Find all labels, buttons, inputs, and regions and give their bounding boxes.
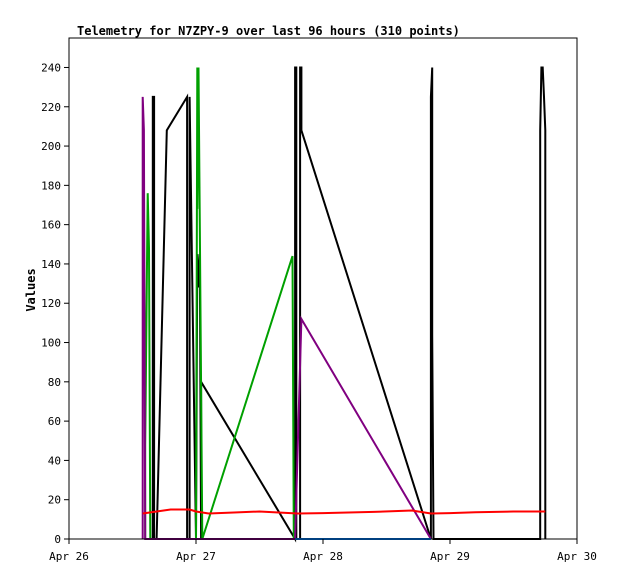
y-tick-label: 200 bbox=[41, 140, 61, 153]
x-tick-label: Apr 30 bbox=[557, 550, 597, 563]
y-tick-label: 40 bbox=[48, 454, 61, 467]
y-tick-label: 120 bbox=[41, 297, 61, 310]
y-tick-label: 100 bbox=[41, 337, 61, 350]
x-tick-label: Apr 26 bbox=[49, 550, 89, 563]
y-axis-label: Values bbox=[24, 268, 38, 311]
x-tick-label: Apr 27 bbox=[176, 550, 216, 563]
y-tick-label: 240 bbox=[41, 61, 61, 74]
series-line-3 bbox=[142, 508, 546, 515]
y-axis: 0 20 40 60 80 100 120 140 160 180 200 220 240 bbox=[41, 61, 69, 546]
x-axis: Apr 26 Apr 27 Apr 28 Apr 29 Apr 30 bbox=[49, 539, 597, 563]
series-line-0 bbox=[151, 66, 547, 543]
y-tick-label: 180 bbox=[41, 179, 61, 192]
y-tick-label: 140 bbox=[41, 258, 61, 271]
chart-title: Telemetry for N7ZPY-9 over last 96 hours… bbox=[77, 24, 460, 38]
y-tick-label: 160 bbox=[41, 219, 61, 232]
y-tick-label: 60 bbox=[48, 415, 61, 428]
x-tick-label: Apr 29 bbox=[430, 550, 470, 563]
y-tick-label: 20 bbox=[48, 494, 61, 507]
y-tick-label: 80 bbox=[48, 376, 61, 389]
y-tick-label: 0 bbox=[54, 533, 61, 546]
y-tick-label: 220 bbox=[41, 101, 61, 114]
x-tick-label: Apr 28 bbox=[303, 550, 343, 563]
